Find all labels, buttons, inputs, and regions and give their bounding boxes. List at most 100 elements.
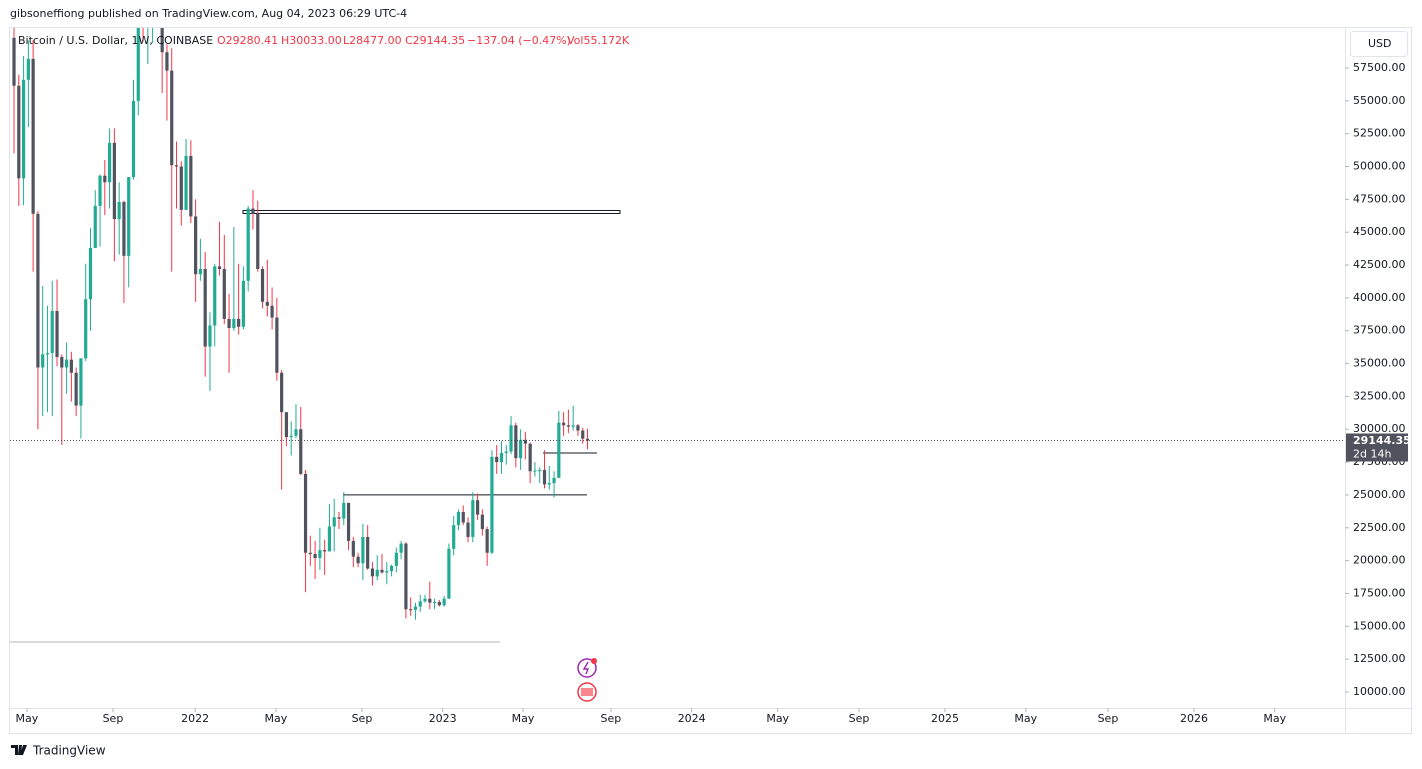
candle-body xyxy=(208,325,212,347)
candle-body xyxy=(213,266,217,326)
plot-area xyxy=(10,28,621,643)
event-dot xyxy=(591,658,597,664)
candle-body xyxy=(495,456,499,463)
candle-body xyxy=(160,28,164,53)
candle-body xyxy=(375,569,379,577)
candle-body xyxy=(533,470,537,472)
y-tick-label: 20000.00 xyxy=(1353,554,1406,567)
candle-body xyxy=(432,601,437,603)
legend-close: C29144.35 xyxy=(405,34,465,47)
legend-low: L28477.00 xyxy=(343,34,402,47)
currency-button[interactable] xyxy=(1350,31,1408,57)
candle-body xyxy=(456,512,461,526)
publish-note: gibsoneffiong published on TradingView.c… xyxy=(10,7,407,20)
candle-body xyxy=(69,359,73,373)
y-tick-label: 57500.00 xyxy=(1353,61,1406,74)
candle-body xyxy=(270,305,274,318)
x-tick-label: May xyxy=(1014,712,1037,725)
candle-body xyxy=(184,156,188,210)
event-icon[interactable] xyxy=(577,658,597,678)
candle-body xyxy=(370,568,375,577)
candle-body xyxy=(356,556,360,564)
last-price-box xyxy=(1346,433,1408,462)
candle-body xyxy=(50,311,54,354)
candle-body xyxy=(107,142,112,183)
candle-body xyxy=(423,598,427,602)
candle-body xyxy=(581,430,585,439)
currency-label[interactable]: USD xyxy=(1368,37,1392,50)
candle-body xyxy=(413,606,418,610)
y-tick-label: 15000.00 xyxy=(1353,619,1406,632)
chart-frame xyxy=(9,27,1412,734)
candle-body xyxy=(55,311,59,357)
candle-body xyxy=(179,166,183,210)
candle-body xyxy=(103,175,107,183)
candle-body xyxy=(318,550,322,558)
candle-body xyxy=(198,268,203,275)
y-tick-label: 37500.00 xyxy=(1353,324,1406,337)
y-tick-label: 32500.00 xyxy=(1353,389,1406,402)
candle-body xyxy=(490,456,494,553)
candle-body xyxy=(227,318,231,329)
candle-body xyxy=(246,208,250,281)
candle-body xyxy=(442,598,446,606)
y-tick-label: 42500.00 xyxy=(1353,258,1406,271)
x-tick-label: May xyxy=(512,712,535,725)
y-tick-label: 30000.00 xyxy=(1353,422,1406,435)
candle-body xyxy=(127,177,131,256)
symbol-legend: Bitcoin / U.S. Dollar, 1W, COINBASE O292… xyxy=(18,34,630,47)
candle-body xyxy=(165,52,169,71)
candle-body xyxy=(241,280,246,327)
candle-body xyxy=(313,554,317,558)
candle-body xyxy=(84,299,88,359)
candle-body xyxy=(299,429,303,474)
candle-body xyxy=(31,58,35,214)
candle-body xyxy=(122,201,126,256)
candle-body xyxy=(523,439,527,444)
x-tick-label: Sep xyxy=(849,712,870,725)
candle-body xyxy=(519,439,523,459)
candle-body xyxy=(117,201,121,220)
candle-body xyxy=(327,526,332,552)
x-tick-label: 2023 xyxy=(429,712,457,725)
legend-change: −137.04 (−0.47%) xyxy=(467,34,571,47)
candle-body xyxy=(251,208,255,214)
x-tick-label: May xyxy=(265,712,288,725)
candle-body xyxy=(275,317,279,373)
y-tick-label: 45000.00 xyxy=(1353,225,1406,238)
symbol: Bitcoin / U.S. Dollar, 1W, COINBASE xyxy=(18,34,213,47)
y-tick-label: 17500.00 xyxy=(1353,586,1406,599)
logo-mark xyxy=(11,745,27,755)
candle-body xyxy=(222,268,226,319)
candle-body xyxy=(475,500,480,515)
candle-body xyxy=(399,543,403,553)
candle-body xyxy=(289,435,293,438)
x-tick-label: Sep xyxy=(352,712,373,725)
candle-body xyxy=(232,318,236,329)
candle-body xyxy=(284,412,289,438)
candle-body xyxy=(447,548,451,599)
x-tick-label: May xyxy=(1263,712,1286,725)
event-icons xyxy=(577,658,597,702)
candle-body xyxy=(389,565,394,572)
candle-body xyxy=(170,70,174,166)
candle-body xyxy=(45,353,50,355)
candle-body xyxy=(504,451,508,453)
y-tick-label: 10000.00 xyxy=(1353,685,1406,698)
candle-body xyxy=(260,268,265,302)
candle-body xyxy=(351,540,355,557)
candle-body xyxy=(237,318,241,327)
candle-body xyxy=(98,175,102,206)
candle-body xyxy=(93,205,97,248)
candle-body xyxy=(409,609,413,611)
x-tick-label: Sep xyxy=(1098,712,1119,725)
candle-body xyxy=(88,247,93,300)
candle-body xyxy=(60,356,64,368)
candle-body xyxy=(547,483,551,485)
y-tick-label: 55000.00 xyxy=(1353,94,1406,107)
legend-high: H30033.00 xyxy=(281,34,342,47)
candle-body xyxy=(461,512,465,523)
candle-body xyxy=(404,543,408,610)
candle-body xyxy=(471,500,475,537)
